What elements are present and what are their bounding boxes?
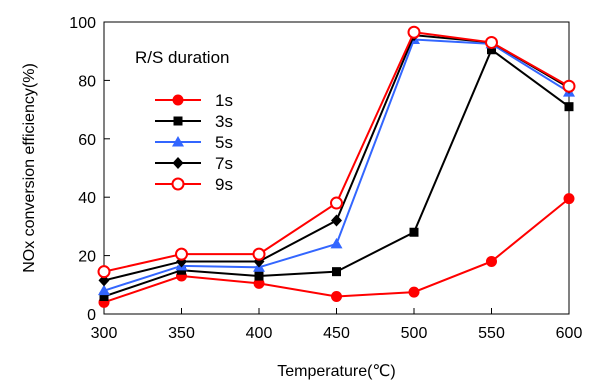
data-point (409, 227, 419, 237)
legend-item-7s: 7s (155, 154, 233, 173)
y-tick-label: 40 (78, 190, 96, 207)
legend-marker (172, 157, 184, 169)
y-axis: 0 20 40 60 80 100 (69, 15, 110, 324)
y-axis-title: NOx conversion efficiency(%) (21, 63, 38, 273)
legend-label: 9s (215, 175, 233, 194)
data-point (487, 45, 496, 55)
data-point (562, 79, 576, 93)
data-point (254, 271, 264, 281)
x-tick-label: 350 (168, 325, 195, 342)
x-axis: 300 350 400 450 500 550 600 (91, 308, 583, 342)
legend-item-9s: 9s (155, 175, 233, 194)
data-point (332, 267, 341, 277)
x-tick-label: 550 (478, 325, 505, 342)
legend-label: 1s (215, 91, 233, 110)
data-point (331, 290, 342, 302)
y-tick-label: 100 (69, 15, 96, 32)
x-tick-label: 600 (556, 325, 583, 342)
series-1s (98, 193, 575, 308)
legend-marker (173, 116, 183, 126)
data-point (331, 214, 342, 227)
series-line (103, 38, 570, 292)
data-point (330, 237, 343, 249)
data-point (175, 247, 188, 261)
legend-title: R/S duration (135, 48, 230, 67)
data-point (564, 102, 574, 112)
data-point (330, 196, 343, 210)
legend-item-5s: 5s (155, 133, 233, 152)
data-point (407, 25, 421, 39)
x-tick-label: 300 (91, 325, 118, 342)
data-point (563, 193, 575, 205)
legend: R/S duration 1s 3s 5s 7s 9s (135, 48, 233, 194)
data-point (486, 255, 497, 267)
legend-marker (172, 94, 184, 106)
data-point (98, 284, 110, 296)
data-point (97, 265, 111, 279)
legend-label: 5s (215, 133, 233, 152)
y-tick-label: 0 (87, 307, 96, 324)
x-tick-label: 450 (323, 325, 350, 342)
series-line (103, 48, 570, 298)
legend-item-3s: 3s (155, 112, 233, 131)
data-point (485, 35, 498, 49)
x-axis-title: Temperature(℃) (277, 363, 395, 380)
data-point (408, 286, 420, 298)
y-tick-label: 20 (78, 249, 96, 266)
legend-label: 3s (215, 112, 233, 131)
series-layer (97, 25, 576, 308)
legend-item-1s: 1s (155, 91, 233, 110)
y-tick-label: 80 (78, 73, 96, 90)
y-tick-label: 60 (78, 132, 96, 149)
series-line (103, 197, 570, 304)
series-3s (99, 45, 574, 301)
x-tick-label: 400 (246, 325, 273, 342)
data-point (252, 247, 266, 261)
x-tick-label: 500 (401, 325, 428, 342)
data-point (99, 291, 109, 301)
legend-marker (171, 177, 185, 191)
legend-marker (172, 136, 184, 147)
series-line (103, 31, 570, 273)
legend-label: 7s (215, 154, 233, 173)
series-9s (97, 25, 576, 279)
